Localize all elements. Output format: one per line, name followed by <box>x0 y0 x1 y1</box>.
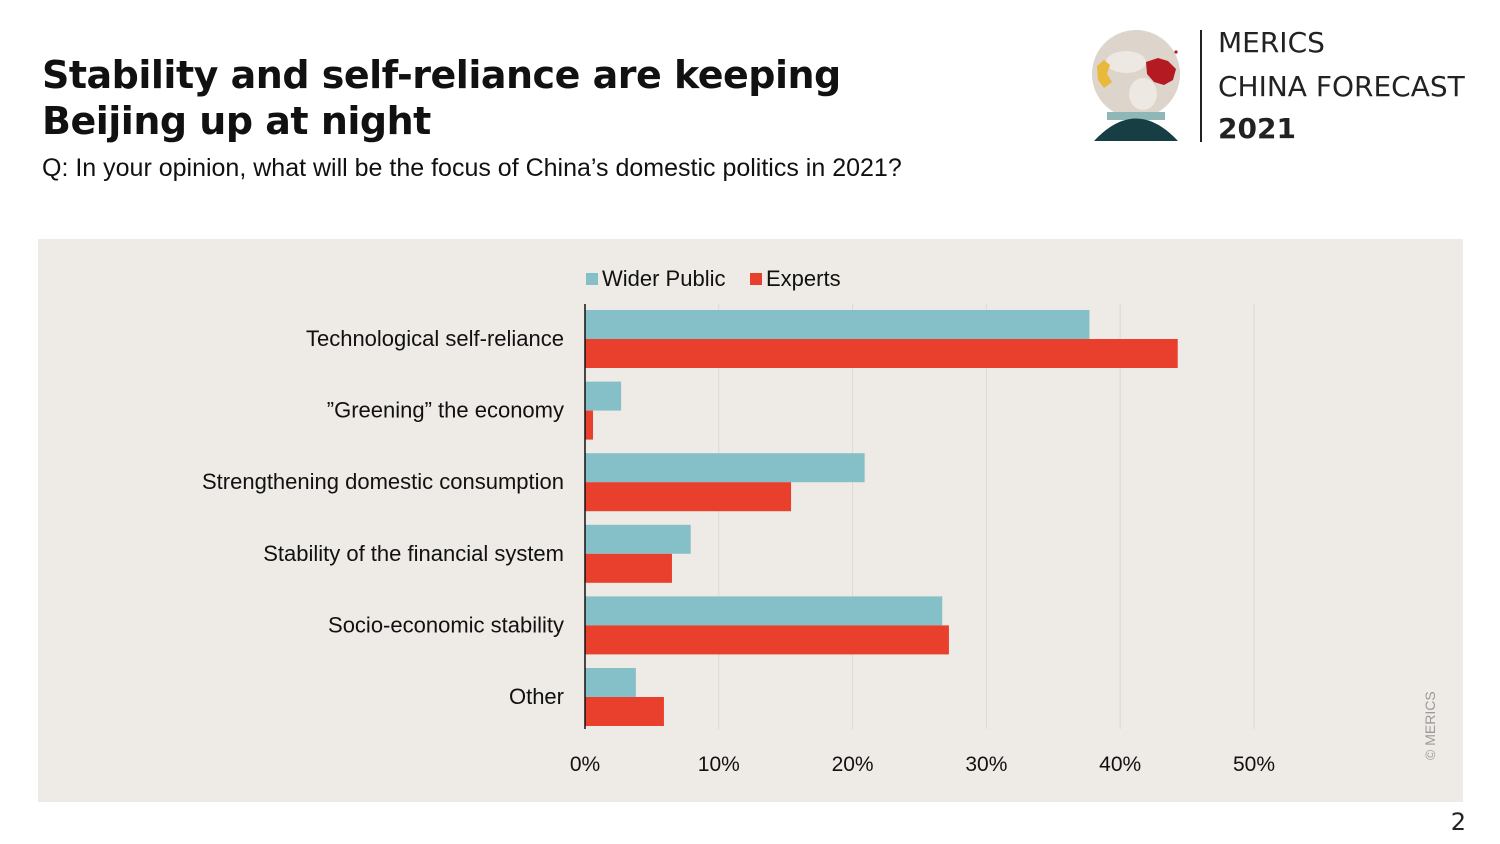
globe-icon <box>1092 30 1180 141</box>
bar-experts <box>585 410 594 440</box>
logo-year: 2021 <box>1218 112 1296 145</box>
copyright-notice: © MERICS <box>1422 691 1438 760</box>
bar-experts <box>585 553 672 583</box>
legend-swatch-wider-public <box>586 273 598 285</box>
bar-wider-public <box>585 381 622 411</box>
category-label: Strengthening domestic consumption <box>202 469 564 494</box>
logo-divider <box>1200 30 1202 142</box>
legend-label-experts: Experts <box>766 266 841 291</box>
bar-wider-public <box>585 310 1090 339</box>
category-label: Other <box>509 684 564 709</box>
logo-product: CHINA FORECAST <box>1218 70 1465 103</box>
bar-wider-public <box>585 453 865 483</box>
bar-experts <box>585 339 1178 368</box>
bar-wider-public <box>585 524 691 554</box>
x-tick-label: 50% <box>1233 753 1275 776</box>
category-label: ”Greening” the economy <box>327 398 564 423</box>
category-label: Technological self-reliance <box>306 326 564 351</box>
x-tick-label: 30% <box>965 753 1007 776</box>
x-tick-label: 0% <box>570 753 600 776</box>
bar-experts <box>585 697 664 726</box>
chart-panel: 0% 10% 20% 30% 40% 50% Technological self-reli… <box>38 239 1463 802</box>
bar-wider-public <box>585 596 943 626</box>
category-label: Socio-economic stability <box>328 612 564 637</box>
legend-swatch-experts <box>750 273 762 285</box>
bar-experts <box>585 482 792 512</box>
x-tick-label: 20% <box>832 753 874 776</box>
logo-brand: MERICS <box>1218 26 1325 59</box>
bar-wider-public <box>585 668 636 697</box>
bar-chart: 0% 10% 20% 30% 40% 50% Technological self-reli… <box>202 266 1275 776</box>
page-number: 2 <box>1450 808 1466 836</box>
survey-question: Q: In your opinion, what will be the foc… <box>42 154 902 182</box>
x-tick-label: 40% <box>1099 753 1141 776</box>
legend-label-wider-public: Wider Public <box>602 266 725 291</box>
category-label: Stability of the financial system <box>263 541 564 566</box>
bar-experts <box>585 625 949 655</box>
chart-title: Stability and self-reliance are keeping … <box>42 53 841 143</box>
x-tick-label: 10% <box>698 753 740 776</box>
